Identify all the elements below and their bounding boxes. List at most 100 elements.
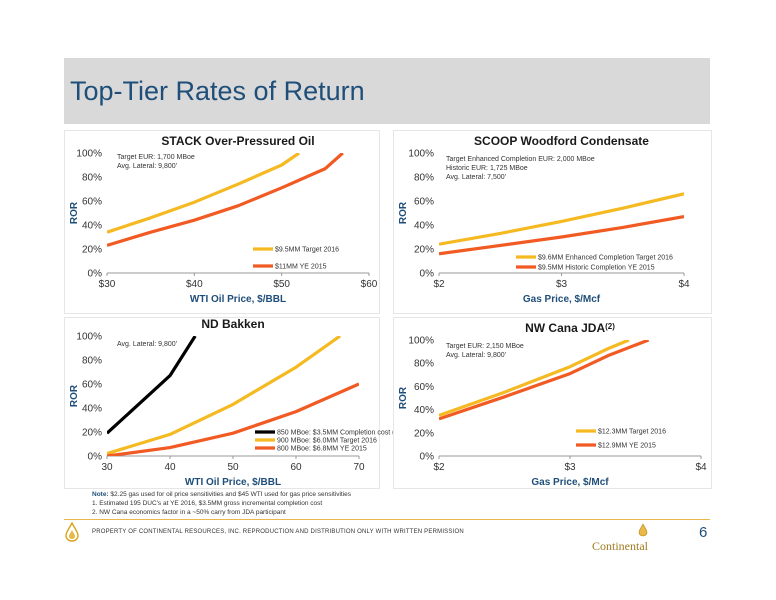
series-line: [439, 340, 650, 421]
legend-label: $11MM YE 2015: [275, 264, 327, 271]
footnotes: Note: $2.25 gas used for oil price sensi…: [92, 490, 351, 517]
chart-note: Target Enhanced Completion EUR: 2,000 MB…: [446, 156, 595, 163]
x-tick-label: $30: [99, 279, 116, 290]
chart-title-superscript: (2): [605, 322, 615, 331]
y-tick-label: 60%: [82, 380, 102, 391]
legend-label: $12.3MM Target 2016: [598, 429, 666, 436]
x-axis-label: Gas Price, $/Mcf: [531, 477, 609, 488]
series-line: [439, 340, 630, 417]
series-line: [439, 215, 684, 256]
note-text: $2.25 gas used for oil price sensitiviti…: [108, 491, 352, 498]
y-tick-label: 100%: [76, 149, 102, 160]
x-axis-label: WTI Oil Price, $/BBL: [190, 294, 286, 305]
drop-logo-icon: [65, 522, 79, 542]
series-line: [107, 153, 301, 234]
legend-label: 900 MBoe: $6.0MM Target 2016: [277, 438, 377, 445]
y-tick-label: 80%: [414, 173, 434, 184]
chart-panel-nwcana: NW Cana JDA(2) 0% 20% 40% 60% 80% 100% $2 $3 $4 Ga…: [393, 317, 712, 489]
series-line: [107, 382, 359, 456]
series-line: [107, 336, 342, 456]
continental-logo-icon: [638, 523, 648, 537]
x-tick-label: 40: [164, 462, 176, 473]
page-number: 6: [699, 524, 708, 541]
series-line: [107, 336, 197, 435]
y-tick-label: 80%: [82, 173, 102, 184]
divider-line: [64, 519, 710, 520]
footnote-2: 2. NW Cana economics factor in a ~50% ca…: [92, 509, 286, 516]
chart-panel-bakken: ND Bakken 0% 20% 40% 60% 80% 100% 30 40 50 60 70 WTI…: [64, 317, 401, 489]
y-tick-label: 20%: [82, 245, 102, 256]
x-tick-label: $4: [695, 462, 707, 473]
footnote-note: Note: $2.25 gas used for oil price sensi…: [92, 490, 351, 499]
chart-note: Target EUR: 1,700 MBoe: [117, 154, 195, 161]
property-notice: PROPERTY OF CONTINENTAL RESOURCES, INC. …: [92, 529, 464, 535]
y-tick-label: 20%: [82, 428, 102, 439]
legend-label: $9.5MM Target 2016: [275, 247, 339, 254]
y-tick-label: 80%: [414, 359, 434, 370]
title-band: Top-Tier Rates of Return: [64, 58, 710, 124]
x-tick-label: 50: [227, 462, 239, 473]
chart-panel-scoop: SCOOP Woodford Condensate 0% 20% 40% 60% 80% 1…: [393, 130, 712, 314]
footnote-1: 1. Estimated 195 DUC's at YE 2016, $3.5M…: [92, 500, 323, 507]
y-tick-label: 40%: [82, 404, 102, 415]
y-tick-label: 100%: [76, 332, 102, 343]
y-tick-label: 60%: [414, 197, 434, 208]
x-tick-label: 60: [290, 462, 302, 473]
note-label: Note:: [92, 491, 109, 498]
x-tick-label: 70: [353, 462, 365, 473]
legend-label: $9.5MM Historic Completion YE 2015: [538, 265, 655, 272]
y-axis-label: ROR: [398, 201, 409, 224]
y-axis-label: ROR: [69, 201, 80, 224]
y-tick-label: 0%: [88, 269, 103, 280]
chart-note: Avg. Lateral: 7,500': [446, 174, 506, 181]
y-tick-label: 0%: [88, 452, 103, 463]
series-line: [107, 153, 344, 247]
chart-note: Avg. Lateral: 9,800': [446, 352, 506, 359]
chart-title: NW Cana JDA(2): [525, 321, 615, 335]
legend-label: 850 MBoe: $3.5MM Completion cost (1): [277, 430, 401, 437]
x-tick-label: $2: [433, 462, 445, 473]
x-axis-label: WTI Oil Price, $/BBL: [185, 477, 281, 488]
x-tick-label: $60: [361, 279, 378, 290]
chart-svg: NW Cana JDA(2) 0% 20% 40% 60% 80% 100% $2 $3 $4 Ga…: [398, 321, 707, 488]
x-tick-label: $2: [433, 279, 445, 290]
page-title: Top-Tier Rates of Return: [70, 76, 365, 106]
chart-note: Avg. Lateral: 9,800': [117, 341, 177, 348]
chart-note: Historic EUR: 1,725 MBoe: [446, 165, 528, 172]
y-tick-label: 40%: [414, 405, 434, 416]
y-tick-label: 80%: [82, 356, 102, 367]
legend-label: $12.9MM YE 2015: [598, 443, 656, 450]
y-axis-label: ROR: [398, 386, 409, 409]
chart-panel-stack: STACK Over-Pressured Oil 0% 20% 40% 60% 80% 10…: [64, 130, 380, 314]
chart-title: STACK Over-Pressured Oil: [161, 134, 314, 148]
y-tick-label: 60%: [82, 197, 102, 208]
chart-note: Avg. Lateral: 9,800': [117, 163, 177, 170]
y-tick-label: 60%: [414, 382, 434, 393]
chart-title: SCOOP Woodford Condensate: [474, 134, 649, 148]
chart-svg: ND Bakken 0% 20% 40% 60% 80% 100% 30 40 50 60 70 WTI…: [69, 317, 401, 488]
y-tick-label: 0%: [420, 452, 435, 463]
legend-label: 800 MBoe: $6.8MM YE 2015: [277, 446, 367, 453]
y-axis-label: ROR: [69, 384, 80, 407]
y-tick-label: 20%: [414, 428, 434, 439]
x-tick-label: 30: [101, 462, 113, 473]
x-tick-label: $4: [678, 279, 690, 290]
y-tick-label: 100%: [408, 336, 434, 347]
x-tick-label: $3: [564, 462, 576, 473]
chart-note: Target EUR: 2,150 MBoe: [446, 343, 524, 350]
legend-label: $9.6MM Enhanced Completion Target 2016: [538, 255, 673, 262]
logo-text: Continental: [592, 539, 648, 553]
y-tick-label: 40%: [414, 221, 434, 232]
x-axis-label: Gas Price, $/Mcf: [523, 294, 601, 305]
y-tick-label: 0%: [420, 269, 435, 280]
chart-title: ND Bakken: [201, 317, 264, 331]
y-tick-label: 100%: [408, 149, 434, 160]
chart-svg: SCOOP Woodford Condensate 0% 20% 40% 60% 80% 1…: [398, 134, 690, 305]
x-tick-label: $3: [556, 279, 568, 290]
chart-svg: STACK Over-Pressured Oil 0% 20% 40% 60% 80% 10…: [69, 134, 378, 305]
y-tick-label: 40%: [82, 221, 102, 232]
y-tick-label: 20%: [414, 245, 434, 256]
x-tick-label: $40: [186, 279, 203, 290]
x-tick-label: $50: [273, 279, 290, 290]
series-line: [439, 192, 684, 246]
